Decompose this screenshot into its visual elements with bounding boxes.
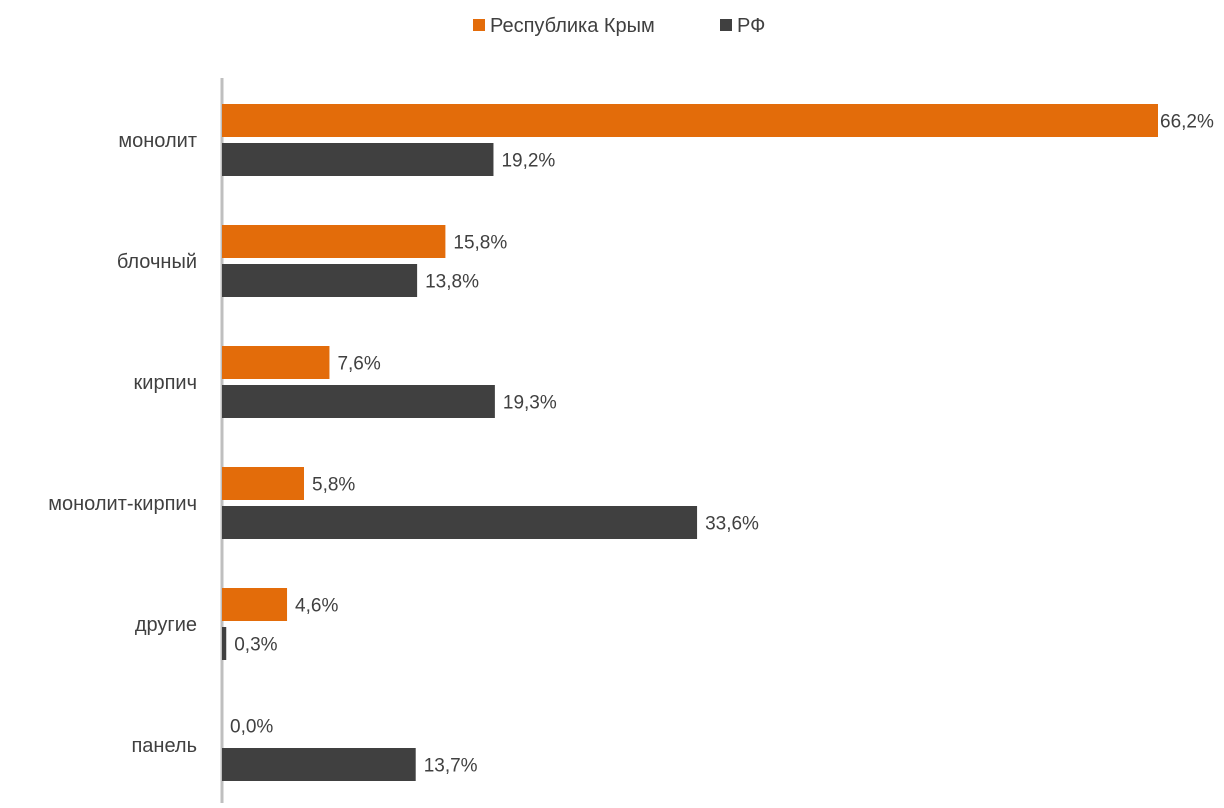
data-label: 5,8% (312, 475, 355, 496)
bar-crimea (222, 588, 288, 621)
bar-rf (222, 143, 494, 176)
bar-rf (222, 506, 698, 539)
legend-swatch-0 (473, 19, 485, 31)
data-label: 19,2% (501, 151, 555, 172)
data-label: 19,3% (503, 393, 557, 414)
legend-swatch-1 (720, 19, 732, 31)
bar-rf (222, 748, 416, 781)
data-label: 33,6% (705, 514, 759, 535)
data-label: 0,3% (234, 635, 277, 656)
bar-rf (222, 264, 418, 297)
bar-crimea (222, 225, 446, 258)
bar-crimea (222, 104, 1158, 137)
bar-crimea (222, 467, 305, 500)
category-label: кирпич (134, 372, 197, 394)
category-label: монолит (118, 130, 197, 152)
data-label: 4,6% (295, 596, 338, 617)
data-label: 13,8% (425, 272, 479, 293)
bars (222, 104, 1158, 781)
legend: Республика Крым РФ (473, 15, 765, 37)
category-label: монолит-кирпич (48, 493, 197, 515)
legend-label-0: Республика Крым (490, 15, 655, 37)
category-label: панель (131, 735, 197, 757)
legend-label-1: РФ (737, 15, 765, 37)
data-label: 66,2% (1160, 112, 1214, 133)
category-label: блочный (117, 251, 197, 273)
data-label: 13,7% (424, 756, 478, 777)
bar-crimea (222, 346, 330, 379)
category-label: другие (135, 614, 197, 636)
bar-rf (222, 385, 495, 418)
data-label: 15,8% (453, 233, 507, 254)
data-label: 7,6% (337, 354, 380, 375)
bar-rf (222, 627, 227, 660)
data-label: 0,0% (230, 717, 273, 738)
labels: монолит 66,2% 19,2% блочный 15,8% 13,8% кирпич… (48, 112, 1214, 777)
